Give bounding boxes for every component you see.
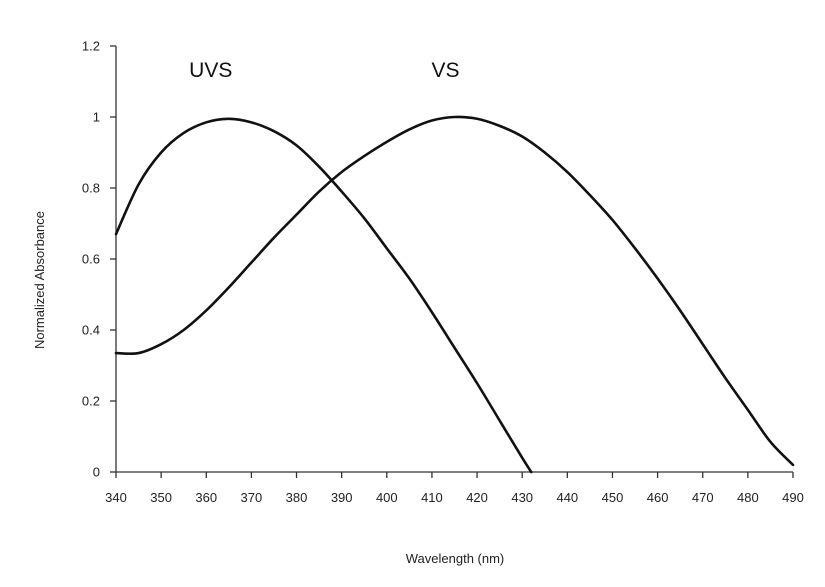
y-tick-label: 0.6 [82, 252, 100, 267]
x-tick-label: 470 [692, 490, 714, 505]
y-tick-label: 1.2 [82, 39, 100, 54]
y-tick-label: 1 [93, 110, 100, 125]
x-tick-label: 350 [150, 490, 172, 505]
x-axis-title: Wavelength (nm) [406, 551, 505, 566]
y-tick-label: 0 [93, 465, 100, 480]
x-tick-label: 440 [556, 490, 578, 505]
x-tick-label: 430 [511, 490, 533, 505]
series-line-vs [114, 115, 795, 467]
x-tick-label: 450 [602, 490, 624, 505]
y-tick-label: 0.8 [82, 181, 100, 196]
y-axis-title: Normalized Absorbance [32, 211, 47, 349]
x-tick-label: 420 [466, 490, 488, 505]
x-tick-label: 340 [105, 490, 127, 505]
x-tick-label: 390 [331, 490, 353, 505]
y-tick-label: 0.2 [82, 394, 100, 409]
x-tick-label: 460 [647, 490, 669, 505]
x-tick-label: 360 [195, 490, 217, 505]
x-tick-label: 480 [737, 490, 759, 505]
y-tick-label: 0.4 [82, 323, 100, 338]
series-label-vs: VS [431, 59, 459, 82]
x-tick-label: 370 [241, 490, 263, 505]
annotation-group: UVS VS [189, 59, 459, 82]
x-tick-label: 380 [286, 490, 308, 505]
x-tick-label: 400 [376, 490, 398, 505]
y-tick-group: 0 0.2 0.4 0.6 0.8 1 1.2 [82, 39, 116, 480]
x-tick-label: 490 [782, 490, 804, 505]
series-line-uvs [114, 117, 533, 474]
axes [115, 46, 793, 473]
series-label-uvs: UVS [189, 59, 232, 82]
series-group [114, 115, 795, 474]
x-tick-label: 410 [421, 490, 443, 505]
x-tick-group: 340 350 360 370 380 390 400 410 420 430 440 450 460 4… [105, 472, 804, 505]
